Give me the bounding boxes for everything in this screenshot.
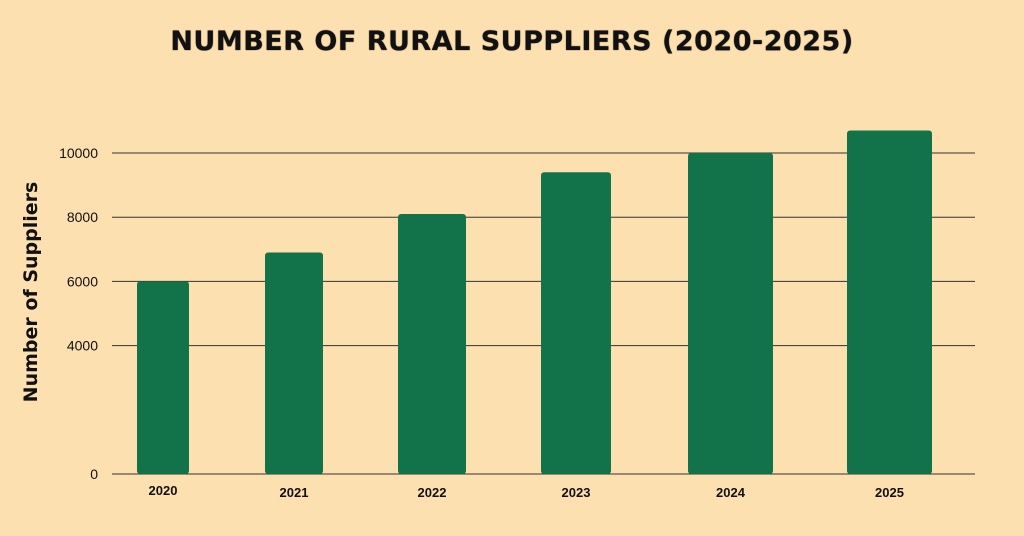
bar-2022 [398, 213, 466, 475]
y-axis-ticks: 0 4000 6000 8000 10000 [59, 145, 98, 482]
y-axis-title: Number of Suppliers [20, 182, 42, 403]
x-tick-label: 2025 [875, 485, 904, 500]
bar-2023 [541, 172, 611, 474]
y-tick-label: 4000 [67, 338, 98, 354]
chart-title: NUMBER OF RURAL SUPPLIERS (2020-2025) [170, 26, 854, 57]
bar-2024 [688, 153, 773, 474]
bars [137, 130, 932, 475]
bar-2021 [265, 252, 323, 474]
x-tick-label: 2024 [716, 485, 746, 500]
y-tick-label: 8000 [67, 209, 98, 225]
x-tick-label: 2021 [280, 485, 309, 500]
bar-2025 [847, 130, 932, 474]
bar-2020 [137, 281, 189, 474]
x-axis-labels: 2020 2021 2022 2023 2024 2025 [149, 483, 904, 500]
y-tick-label: 10000 [59, 145, 98, 161]
y-tick-label: 6000 [67, 273, 98, 289]
x-tick-label: 2020 [149, 483, 178, 498]
y-tick-label: 0 [90, 466, 98, 482]
x-tick-label: 2023 [562, 485, 591, 500]
x-tick-label: 2022 [418, 485, 447, 500]
